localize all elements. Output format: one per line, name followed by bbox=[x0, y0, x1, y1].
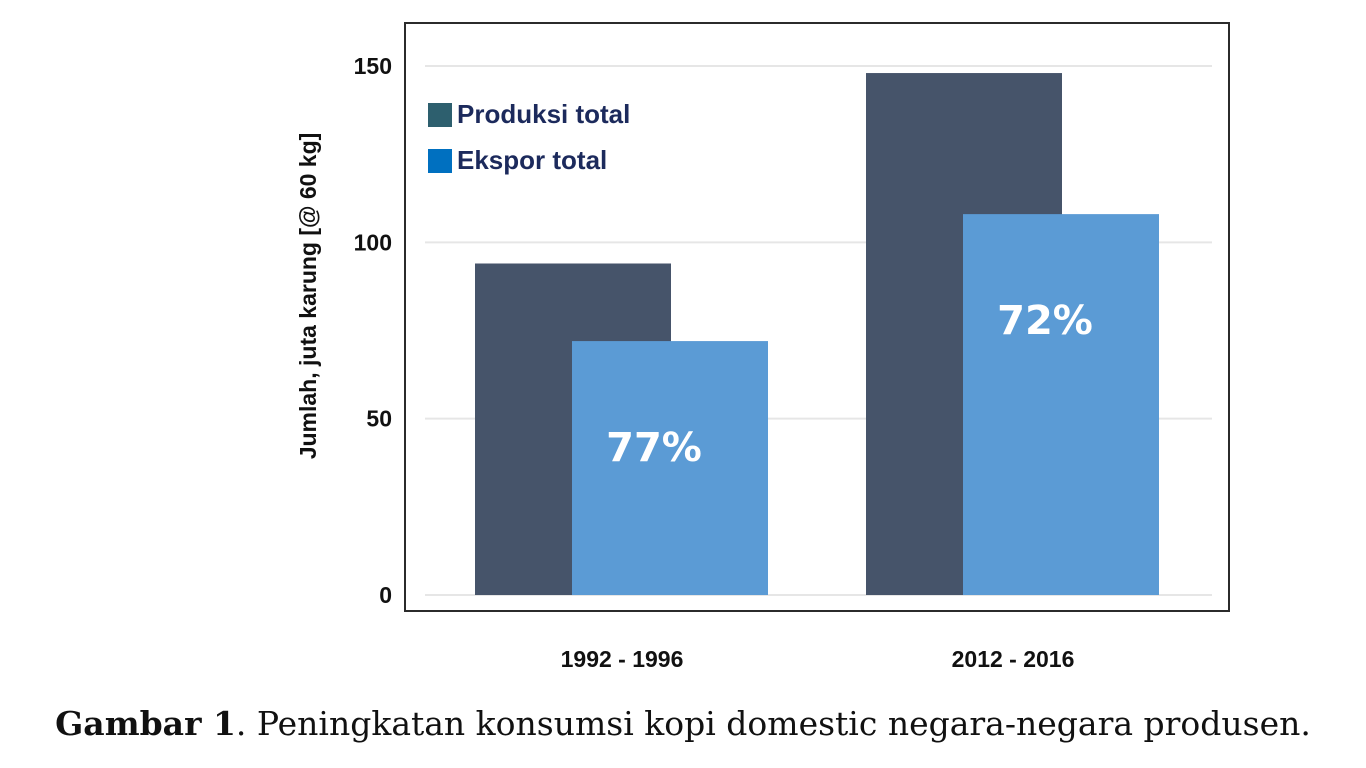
legend-swatch-ekspor bbox=[428, 149, 452, 173]
y-tick-label-150: 150 bbox=[354, 53, 392, 79]
y-tick-label-50: 50 bbox=[366, 406, 392, 432]
legend-label-produksi: Produksi total bbox=[457, 99, 630, 129]
data-label-2012-2016: 72% bbox=[997, 298, 1093, 344]
x-tick-label-2012-2016: 2012 - 2016 bbox=[952, 646, 1075, 672]
legend: Produksi total Ekspor total bbox=[428, 99, 630, 175]
data-labels: 77% 72% bbox=[606, 298, 1093, 471]
caption-text: . Peningkatan konsumsi kopi domestic neg… bbox=[235, 704, 1311, 743]
bar-ekspor-1992-1996 bbox=[572, 341, 768, 595]
bar-ekspor-2012-2016 bbox=[963, 214, 1159, 595]
y-tick-label-0: 0 bbox=[379, 582, 392, 608]
figure-caption: Gambar 1. Peningkatan konsumsi kopi dome… bbox=[0, 704, 1366, 743]
y-tick-label-100: 100 bbox=[354, 229, 392, 255]
legend-label-ekspor: Ekspor total bbox=[457, 145, 607, 175]
x-axis-ticks: 1992 - 1996 2012 - 2016 bbox=[561, 646, 1075, 672]
y-axis-label: Jumlah, juta karung [@ 60 kg] bbox=[295, 133, 321, 460]
x-tick-label-1992-1996: 1992 - 1996 bbox=[561, 646, 684, 672]
data-label-1992-1996: 77% bbox=[606, 425, 702, 471]
caption-label: Gambar 1 bbox=[55, 704, 236, 743]
y-axis-ticks: 0 50 100 150 bbox=[354, 53, 392, 608]
bars bbox=[475, 73, 1159, 595]
legend-swatch-produksi bbox=[428, 103, 452, 127]
